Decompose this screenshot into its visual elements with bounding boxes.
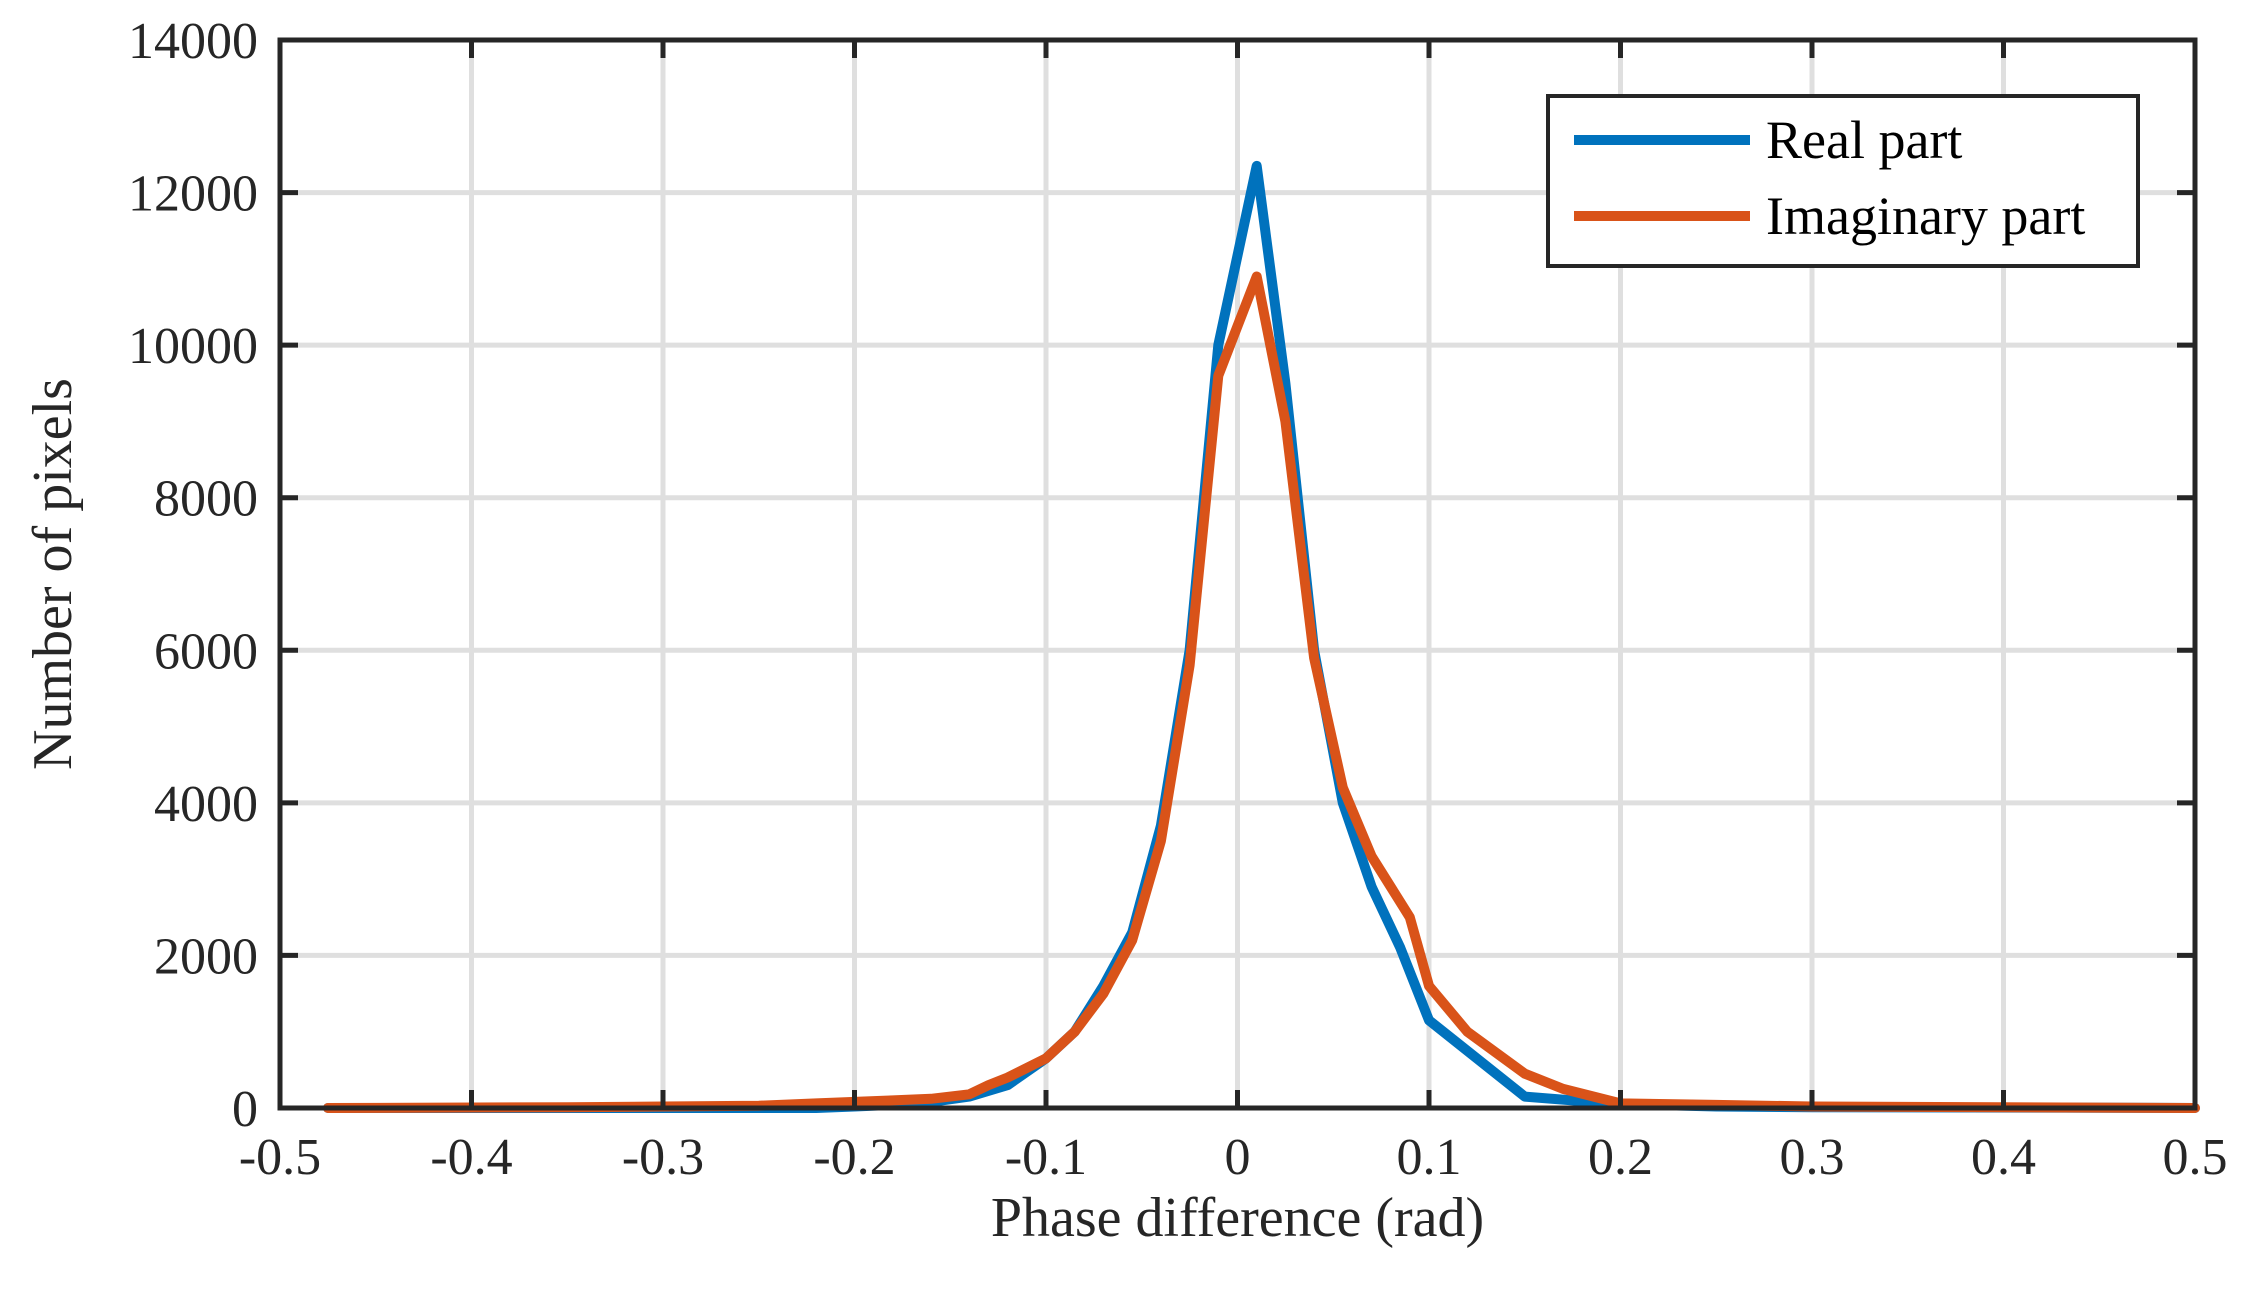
ticks <box>277 37 2198 1111</box>
x-tick-label: 0.5 <box>2163 1129 2228 1186</box>
legend-label-real-part: Real part <box>1766 110 1962 170</box>
y-tick-label: 0 <box>232 1081 258 1138</box>
y-tick-label: 12000 <box>128 166 258 223</box>
x-tick-label: -0.2 <box>813 1129 895 1186</box>
x-tick-label: -0.3 <box>622 1129 704 1186</box>
x-tick-label: 0 <box>1225 1129 1251 1186</box>
x-tick-label: 0.4 <box>1971 1129 2036 1186</box>
y-tick-label: 14000 <box>128 13 258 70</box>
legend-box <box>1546 94 2140 268</box>
x-tick-label: 0.2 <box>1588 1129 1653 1186</box>
legend-label-imaginary-part: Imaginary part <box>1766 186 2085 246</box>
x-tick-label: -0.5 <box>239 1129 321 1186</box>
x-tick-label: -0.1 <box>1005 1129 1087 1186</box>
series-line-imaginary-part <box>322 271 2200 1113</box>
y-tick-label: 6000 <box>154 623 258 680</box>
x-tick-label: 0.1 <box>1397 1129 1462 1186</box>
y-tick-label: 10000 <box>128 318 258 375</box>
x-axis-title: Phase difference (rad) <box>991 1187 1484 1249</box>
y-axis-title: Number of pixels <box>22 378 84 770</box>
y-tick-labels: 0 2000 4000 6000 8000 10000 12000 14000 <box>128 13 258 1138</box>
y-tick-label: 4000 <box>154 776 258 833</box>
x-tick-label: -0.4 <box>430 1129 512 1186</box>
legend: Real part Imaginary part <box>1546 94 2140 268</box>
x-tick-labels: -0.5 -0.4 -0.3 -0.2 -0.1 0 0.1 0.2 0.3 0.4 0.5 <box>239 1129 2228 1186</box>
y-tick-label: 2000 <box>154 928 258 985</box>
x-tick-label: 0.3 <box>1780 1129 1845 1186</box>
y-tick-label: 8000 <box>154 471 258 528</box>
